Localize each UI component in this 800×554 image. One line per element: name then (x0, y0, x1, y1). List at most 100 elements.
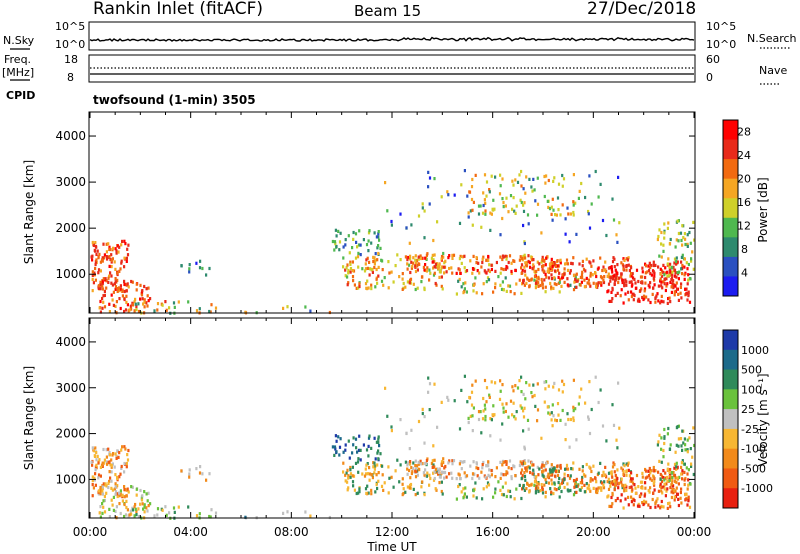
power-cell (485, 280, 488, 284)
power-cell (477, 204, 481, 208)
velocity-cell (484, 418, 487, 422)
y-tick-label: 1000 (55, 472, 86, 486)
velocity-cell (625, 488, 628, 492)
power-cell (94, 241, 97, 245)
power-cell (642, 294, 646, 298)
velocity-cell (97, 489, 100, 493)
velocity-cell (523, 474, 527, 478)
velocity-cell (663, 478, 666, 482)
velocity-cell (366, 484, 369, 488)
power-cell (135, 282, 138, 286)
power-cell (112, 246, 115, 250)
power-cell (135, 308, 138, 312)
power-colorbar-tick-label: 28 (737, 126, 751, 139)
velocity-cell (98, 458, 101, 462)
velocity-cell (613, 470, 616, 474)
power-cell (520, 263, 524, 267)
velocity-cell (680, 465, 683, 469)
velocity-cell (450, 471, 453, 475)
velocity-cell (91, 463, 94, 467)
velocity-cell (108, 470, 111, 474)
power-cell (610, 268, 613, 272)
velocity-cell (686, 438, 689, 442)
velocity-cell (125, 499, 128, 503)
velocity-cell (411, 470, 414, 474)
velocity-cell (504, 481, 507, 485)
power-cell (522, 278, 525, 282)
velocity-cell (364, 472, 368, 476)
velocity-cell (566, 482, 569, 486)
velocity-cell (472, 460, 475, 464)
velocity-cell (505, 462, 508, 466)
velocity-cell (611, 481, 614, 485)
velocity-cell (416, 491, 419, 495)
power-cell (562, 177, 566, 181)
velocity-colorbar-tick-label: 100 (741, 383, 762, 396)
velocity-cell (116, 476, 119, 480)
power-cell (631, 276, 635, 280)
date-title: 27/Dec/2018 (587, 0, 696, 19)
velocity-cell (689, 447, 692, 451)
velocity-cell (445, 475, 448, 479)
velocity-cell (143, 503, 146, 507)
power-cell (522, 203, 525, 207)
power-cell (616, 291, 619, 295)
velocity-cell (123, 495, 126, 499)
noise-trace-path (89, 36, 695, 42)
velocity-cell (114, 492, 117, 497)
power-cell (603, 268, 606, 272)
velocity-cell (432, 463, 435, 467)
velocity-cell (602, 486, 606, 490)
velocity-cell (562, 382, 566, 387)
velocity-cell (668, 470, 671, 474)
velocity-cell (379, 452, 382, 456)
velocity-cell (608, 504, 611, 508)
power-cell (472, 289, 475, 293)
power-cell (511, 179, 514, 183)
power-cell (373, 256, 376, 260)
velocity-cell (99, 488, 102, 492)
power-cell (472, 200, 475, 204)
power-cell (195, 261, 198, 265)
velocity-cell (377, 435, 380, 439)
power-cell (668, 242, 672, 246)
velocity-cell (487, 464, 490, 468)
power-cell (375, 267, 378, 272)
velocity-cell (105, 491, 108, 495)
power-cell (663, 282, 666, 286)
power-cell (569, 269, 572, 273)
power-cell (165, 308, 168, 312)
velocity-cell (412, 487, 415, 491)
power-cell (99, 310, 102, 314)
velocity-cell (352, 474, 356, 478)
power-cell (116, 289, 119, 293)
power-cell (105, 250, 108, 254)
power-cell (114, 304, 117, 308)
velocity-colorbar-swatch (723, 488, 738, 509)
power-cell (480, 225, 483, 229)
power-cell (523, 265, 526, 269)
power-cell (357, 251, 360, 255)
velocity-cell (118, 475, 121, 479)
power-cell (589, 284, 592, 288)
velocity-cell (135, 509, 138, 514)
velocity-cell (612, 479, 616, 483)
power-cell (534, 199, 537, 203)
power-cell (682, 236, 685, 240)
velocity-cell (195, 467, 198, 471)
velocity-cell (693, 443, 696, 448)
power-cell (164, 300, 167, 304)
velocity-cell (421, 462, 424, 466)
power-cell (501, 216, 504, 221)
velocity-cell (198, 512, 201, 516)
velocity-cell (558, 476, 561, 481)
power-cell (683, 232, 686, 236)
velocity-cell (467, 416, 470, 420)
power-cell (516, 180, 520, 184)
velocity-cell (514, 417, 517, 421)
velocity-cell (637, 485, 640, 489)
power-cell (384, 181, 387, 185)
velocity-cell (520, 471, 523, 475)
velocity-cell (615, 438, 618, 442)
velocity-cell (367, 491, 370, 495)
